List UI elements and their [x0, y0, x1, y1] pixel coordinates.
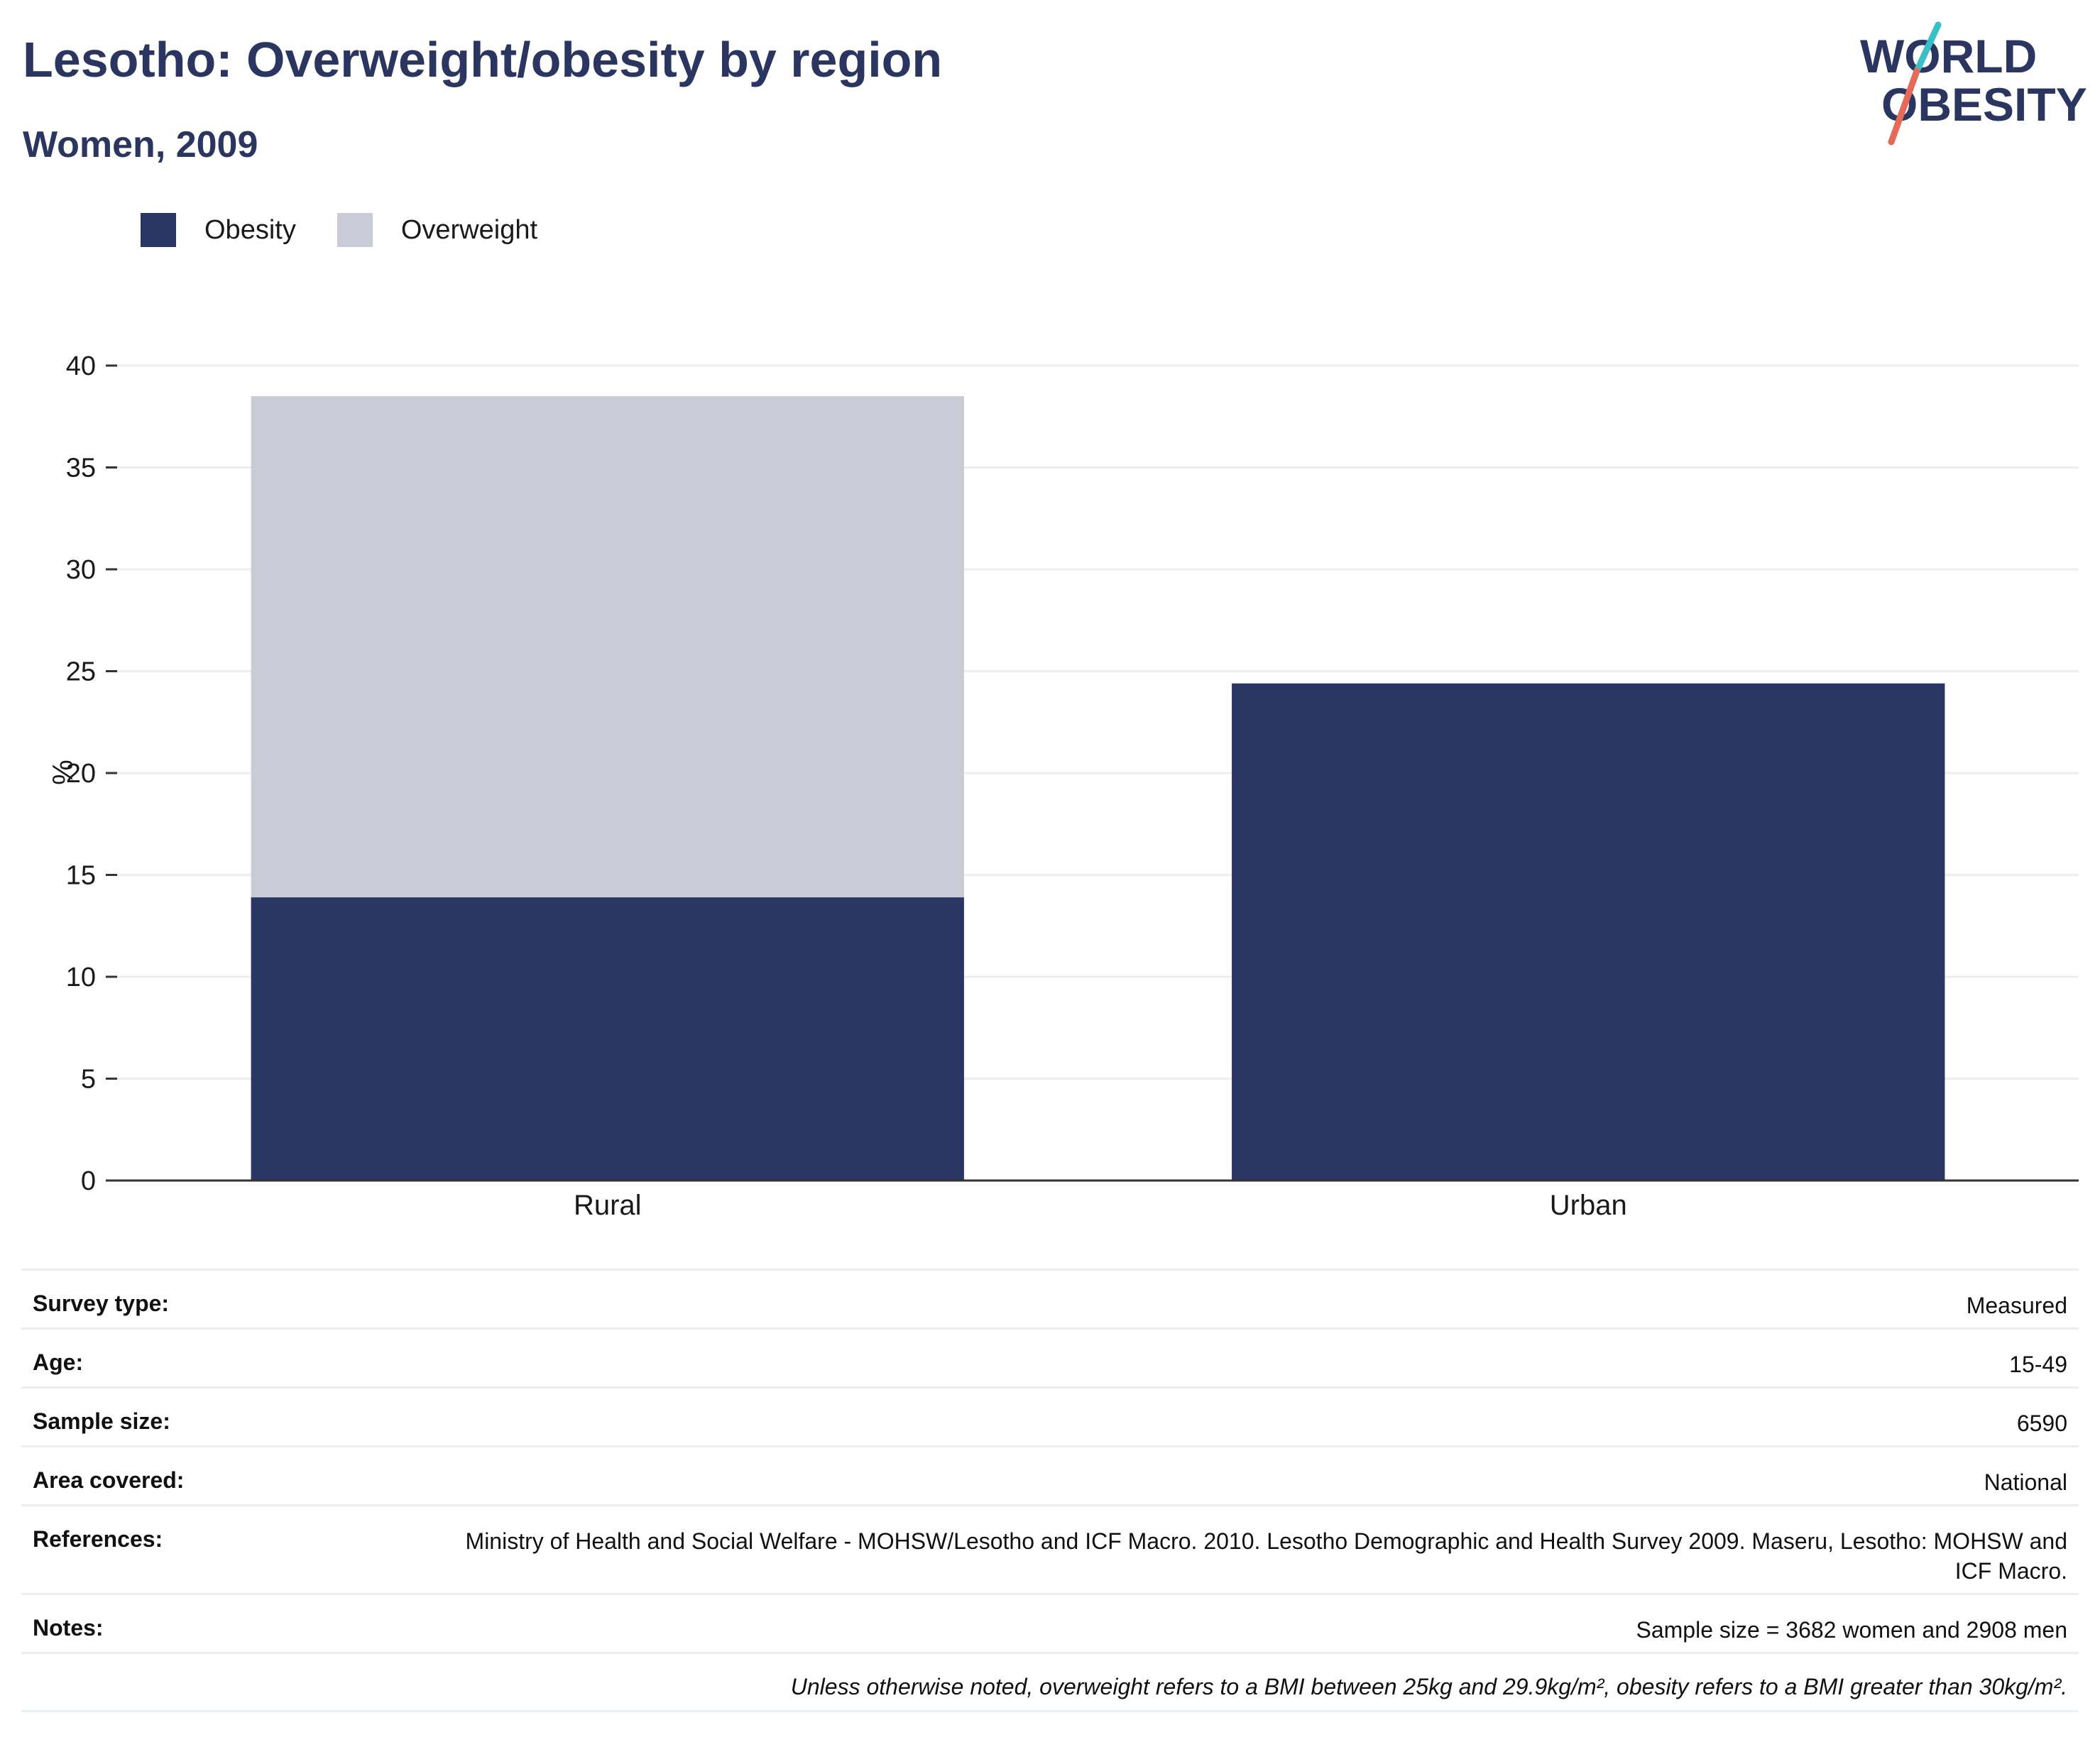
chart-title: Lesotho: Overweight/obesity by region	[23, 32, 943, 87]
y-tick-label: 25	[66, 657, 96, 687]
info-label: Age:	[33, 1349, 84, 1375]
axes: 0 5 10 15 20 25 30 35 40 Rural Urban	[66, 351, 2079, 1221]
info-value: National	[1984, 1469, 2067, 1495]
y-tick-label: 20	[66, 759, 96, 789]
y-tick-label: 15	[66, 861, 96, 891]
y-tick-label: 5	[81, 1065, 96, 1095]
legend-swatch-obesity	[141, 213, 176, 247]
bar-obesity-urban[interactable]	[1232, 683, 1945, 1181]
legend-item-obesity[interactable]: Obesity	[141, 213, 296, 247]
bar-obesity-rural[interactable]	[251, 897, 964, 1181]
legend-item-overweight[interactable]: Overweight	[337, 213, 537, 247]
info-value: Ministry of Health and Social Welfare - …	[465, 1528, 2067, 1584]
bar-overweight-rural[interactable]	[251, 396, 964, 898]
logo-line-1: WORLD	[1860, 30, 2037, 82]
legend-swatch-overweight	[337, 213, 373, 247]
info-row: Area covered: National	[21, 1445, 2079, 1504]
info-value: 15-49	[2009, 1352, 2067, 1377]
logo-line-2: OBESITY	[1881, 78, 2087, 131]
table-bottom-border	[21, 1710, 2079, 1712]
bar-chart: 0 5 10 15 20 25 30 35 40 Rural Urban %	[46, 351, 2079, 1221]
logo-slash-top	[1913, 21, 1942, 75]
y-tick-label: 40	[66, 351, 96, 381]
info-label: Sample size:	[33, 1408, 170, 1434]
y-tick-label: 30	[66, 555, 96, 585]
bmi-footnote: Unless otherwise noted, overweight refer…	[21, 1652, 2079, 1710]
info-row: Notes: Sample size = 3682 women and 2908 …	[21, 1593, 2079, 1652]
y-tick-label: 10	[66, 963, 96, 992]
chart-subtitle: Women, 2009	[23, 124, 258, 165]
x-tick-label: Urban	[1550, 1190, 1627, 1221]
info-row: Survey type: Measured	[21, 1269, 2079, 1327]
info-row: Age: 15-49	[21, 1327, 2079, 1386]
info-row: References: Ministry of Health and Social…	[21, 1504, 2079, 1593]
chart-legend: Obesity Overweight	[141, 212, 579, 248]
info-label: Survey type:	[33, 1291, 170, 1316]
info-label: Area covered:	[33, 1467, 185, 1493]
x-tick-label: Rural	[574, 1190, 642, 1221]
info-label: Notes:	[33, 1615, 104, 1641]
info-value: Sample size = 3682 women and 2908 men	[1636, 1617, 2068, 1643]
legend-label-overweight: Overweight	[400, 214, 538, 245]
legend-label-obesity: Obesity	[204, 214, 296, 245]
bars	[251, 396, 1945, 1181]
info-row: Sample size: 6590	[21, 1386, 2079, 1445]
survey-info-table: Survey type: Measured Age: 15-49 Sample size…	[21, 1269, 2079, 1712]
world-obesity-logo: WORLD OBESITY	[1860, 21, 2087, 146]
y-tick-label: 0	[81, 1166, 96, 1196]
info-value: 6590	[2016, 1411, 2067, 1436]
info-value: Measured	[1966, 1293, 2067, 1318]
info-label: References:	[33, 1526, 163, 1552]
y-axis-title: %	[46, 760, 77, 785]
y-tick-label: 35	[66, 454, 96, 483]
logo-slash-bottom	[1888, 67, 1920, 146]
